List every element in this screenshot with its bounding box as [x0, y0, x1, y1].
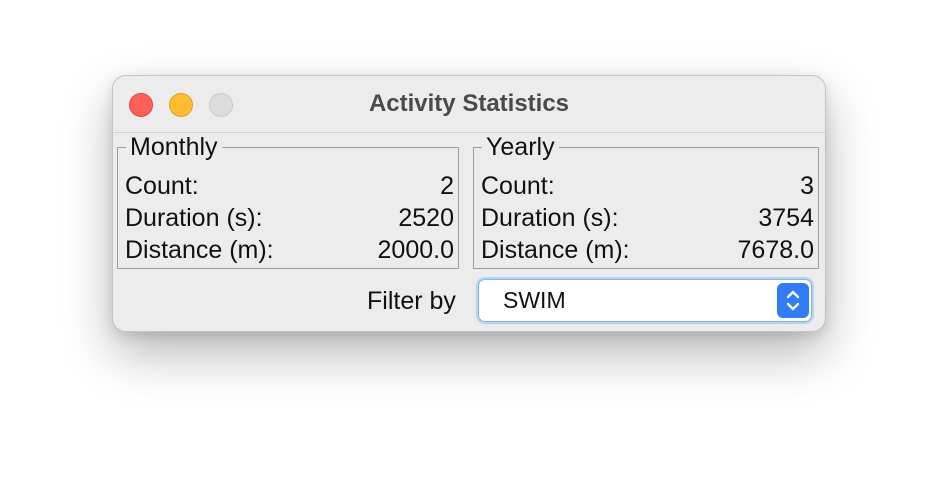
activity-type-select[interactable]: SWIM	[478, 279, 812, 322]
title-bar[interactable]: Activity Statistics	[113, 76, 825, 133]
count-value: 3	[800, 172, 814, 200]
close-button[interactable]	[129, 93, 153, 117]
duration-value: 2520	[398, 204, 454, 232]
distance-label: Distance (m):	[481, 236, 630, 264]
zoom-button[interactable]	[209, 93, 233, 117]
minimize-button[interactable]	[169, 93, 193, 117]
yearly-count-row: Count: 3	[481, 170, 814, 202]
count-label: Count:	[125, 172, 199, 200]
yearly-distance-row: Distance (m): 7678.0	[481, 234, 814, 266]
yearly-legend: Yearly	[482, 133, 559, 161]
duration-label: Duration (s):	[125, 204, 263, 232]
distance-value: 7678.0	[737, 236, 814, 264]
yearly-group: Yearly Count: 3 Duration (s): 3754 Dista…	[473, 133, 819, 269]
monthly-group: Monthly Count: 2 Duration (s): 2520 Dist…	[117, 133, 459, 269]
count-label: Count:	[481, 172, 555, 200]
monthly-duration-row: Duration (s): 2520	[125, 202, 454, 234]
monthly-legend: Monthly	[126, 133, 222, 161]
chevron-up-down-icon[interactable]	[777, 283, 809, 318]
window-title: Activity Statistics	[368, 90, 570, 117]
selected-activity-type: SWIM	[503, 287, 566, 313]
distance-value: 2000.0	[377, 236, 454, 264]
yearly-duration-row: Duration (s): 3754	[481, 202, 814, 234]
activity-statistics-window: Activity Statistics Monthly Count: 2 Dur…	[112, 75, 826, 332]
duration-value: 3754	[758, 204, 814, 232]
monthly-distance-row: Distance (m): 2000.0	[125, 234, 454, 266]
count-value: 2	[440, 172, 454, 200]
filter-by-label: Filter by	[367, 287, 456, 315]
distance-label: Distance (m):	[125, 236, 274, 264]
monthly-count-row: Count: 2	[125, 170, 454, 202]
duration-label: Duration (s):	[481, 204, 619, 232]
